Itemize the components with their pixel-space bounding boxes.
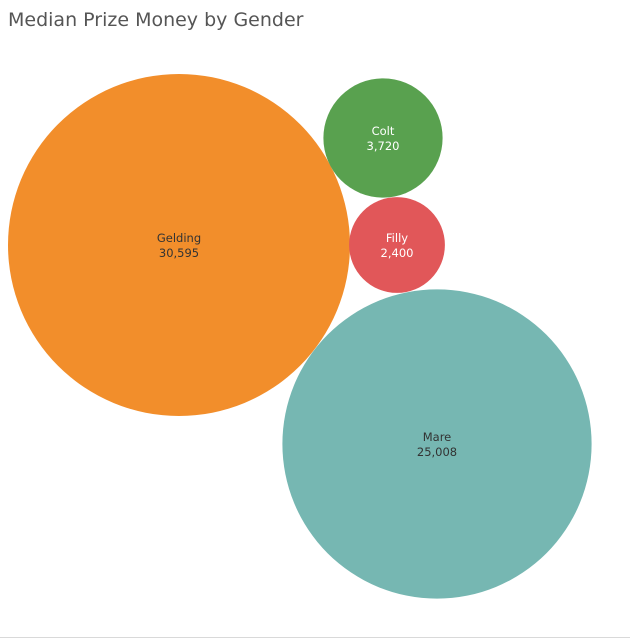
bubble-value-filly: 2,400	[381, 246, 414, 260]
bottom-divider	[0, 637, 630, 638]
chart-title: Median Prize Money by Gender	[8, 9, 304, 31]
bubble-label-mare: Mare	[423, 430, 452, 444]
bubble-label-gelding: Gelding	[157, 231, 201, 245]
bubble-filly[interactable]	[349, 197, 445, 293]
bubble-mare[interactable]	[282, 289, 592, 599]
bubble-value-mare: 25,008	[417, 445, 457, 459]
bubble-gelding[interactable]	[8, 74, 350, 416]
bubble-value-colt: 3,720	[367, 139, 400, 153]
bubble-label-filly: Filly	[386, 231, 408, 245]
bubble-colt[interactable]	[323, 78, 443, 198]
bubble-label-colt: Colt	[372, 124, 395, 138]
bubble-value-gelding: 30,595	[159, 246, 199, 260]
